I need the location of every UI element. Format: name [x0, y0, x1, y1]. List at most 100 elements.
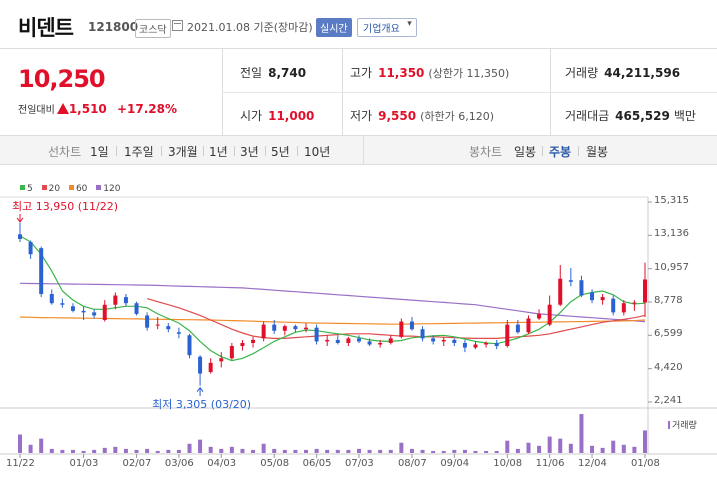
candle-body [484, 342, 489, 345]
volume-bar [198, 439, 203, 453]
volume-bar [399, 442, 404, 453]
divider [363, 136, 364, 165]
volume-bar [261, 443, 266, 453]
candle-body [198, 356, 203, 374]
y-tick-label: 10,957 [654, 261, 689, 273]
company-overview-button[interactable]: 기업개요 ▾ [357, 18, 417, 37]
candle-body [621, 303, 626, 313]
price-summary: 10,250 전일대비 1,510 +17.28% 전일 8,740 시가 11,00… [0, 48, 717, 137]
candle-body [208, 362, 213, 373]
period-3m[interactable]: 3개월 [168, 145, 198, 159]
ma60-line [19, 316, 646, 325]
candle-body [547, 304, 552, 325]
volume-bar [187, 443, 192, 453]
candle-chart-label: 봉차트 [469, 145, 503, 159]
volume-bar [515, 448, 520, 453]
candle-body [473, 344, 478, 348]
period-10y[interactable]: 10년 [304, 145, 331, 159]
x-tick-label: 04/03 [207, 458, 237, 469]
x-tick-label: 01/08 [631, 458, 660, 469]
candle-body [187, 335, 192, 356]
low-annotation: 최저 3,305 (03/20) [152, 398, 252, 411]
candle-body [611, 298, 616, 313]
period-1y[interactable]: 1년 [209, 145, 228, 159]
x-tick-label: 02/07 [122, 458, 152, 469]
price-chart[interactable] [0, 165, 717, 481]
ma-legend: 5 20 60 120 [20, 184, 126, 194]
volume-bar [568, 443, 573, 453]
candle-body [420, 329, 425, 339]
volume-bar [166, 449, 171, 453]
volume-bar [219, 448, 224, 453]
x-tick-label: 06/05 [302, 458, 332, 469]
candle-body [558, 278, 563, 305]
divider [342, 49, 343, 137]
candle-body [251, 339, 256, 343]
price-change: 전일대비 1,510 +17.28% [18, 101, 177, 116]
period-1d[interactable]: 1일 [90, 145, 109, 159]
line-chart-label: 선차트 [48, 145, 82, 159]
candle-body [462, 342, 467, 348]
calendar-icon [172, 20, 183, 31]
volume-bar [123, 448, 128, 453]
volume-bar [547, 436, 552, 453]
candle-body [579, 280, 584, 296]
high-arrow-head-icon [16, 217, 24, 223]
candle-body [399, 321, 404, 337]
volume: 거래량 44,211,596 [565, 66, 681, 80]
volume-bar [240, 448, 245, 453]
candle-body [282, 326, 287, 331]
high-price: 고가 11,350 (상한가 11,350) [350, 66, 510, 80]
candle-body [18, 234, 22, 239]
candle-body [356, 338, 361, 342]
market-badge: 코스닥 [135, 19, 171, 38]
x-tick-label: 11/22 [6, 458, 35, 469]
volume-bar [431, 450, 436, 453]
period-5y[interactable]: 5년 [271, 145, 290, 159]
divider [222, 92, 717, 93]
candle-weekly[interactable]: 주봉 [549, 145, 572, 159]
legend-ma120: 120 [96, 184, 120, 194]
candle-body [452, 339, 457, 343]
candle-body [431, 338, 436, 342]
volume-bar [558, 438, 563, 453]
x-tick-label: 03/06 [164, 458, 194, 469]
realtime-button[interactable]: 실시간 [316, 18, 352, 37]
volume-bar [621, 444, 626, 453]
volume-bar [60, 449, 65, 453]
volume-bar [208, 446, 213, 453]
volume-bar [282, 449, 287, 453]
volume-bar [81, 450, 86, 453]
candle-body [643, 279, 647, 303]
candle-body [28, 242, 33, 255]
legend-ma60: 60 [68, 184, 87, 194]
base-date: 2021.01.08 기준(장마감) [187, 21, 313, 34]
ma5-line [19, 235, 646, 362]
candle-body [632, 302, 637, 304]
x-tick-label: 09/04 [440, 458, 470, 469]
period-1w[interactable]: 1주일 [124, 145, 154, 159]
x-tick-label: 08/07 [397, 458, 427, 469]
legend-ma20: 20 [41, 184, 60, 194]
candle-body [145, 315, 150, 328]
period-3y[interactable]: 3년 [240, 145, 259, 159]
y-tick-label: 15,315 [654, 195, 689, 206]
candle-body [39, 248, 44, 295]
volume-bar [579, 414, 584, 453]
volume-bar [643, 430, 647, 453]
volume-bar [409, 448, 414, 453]
candle-body [293, 326, 298, 330]
candle-daily[interactable]: 일봉 [514, 145, 537, 159]
candle-body [166, 326, 171, 330]
volume-bar [304, 449, 309, 453]
candle-body [526, 318, 531, 333]
candle-body [314, 327, 319, 342]
candle-monthly[interactable]: 월봉 [586, 145, 609, 159]
x-tick-label: 10/08 [493, 458, 523, 469]
volume-bar [113, 446, 118, 453]
volume-bar [632, 446, 637, 453]
candle-body [568, 280, 573, 282]
candle-body [123, 297, 128, 304]
volume-bar [494, 450, 499, 453]
candle-body [367, 341, 372, 345]
